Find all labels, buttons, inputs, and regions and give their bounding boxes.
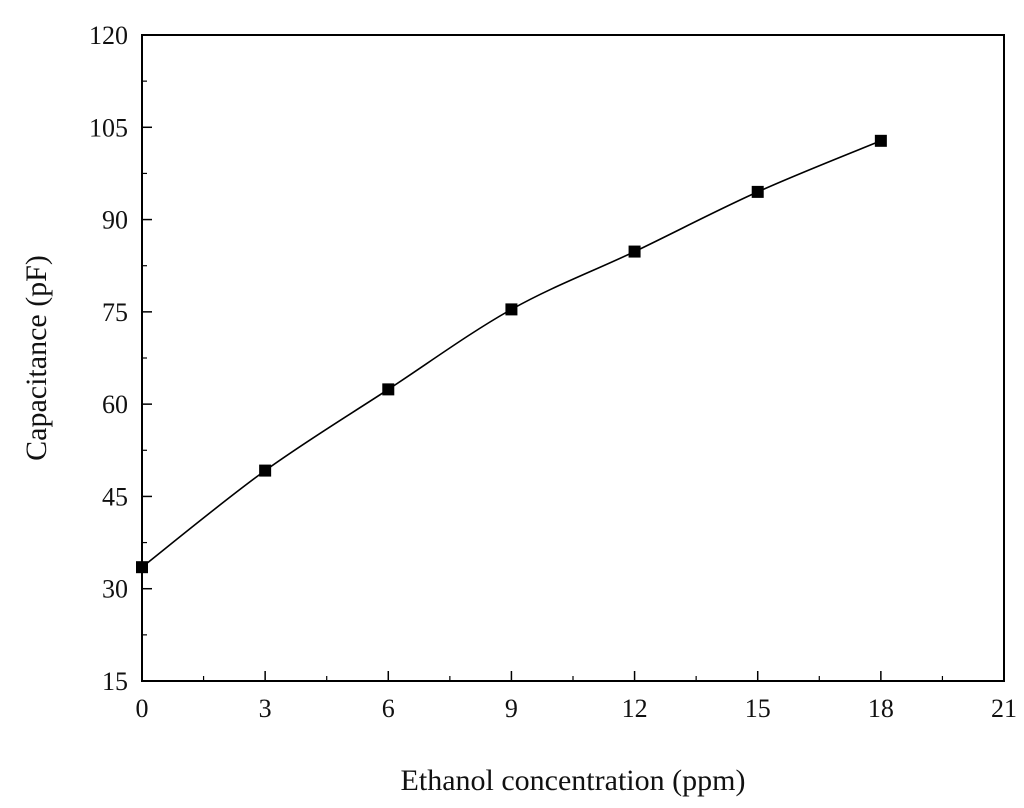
data-point xyxy=(874,134,887,147)
y-tick-label: 105 xyxy=(89,113,128,142)
x-ticks xyxy=(141,671,1005,681)
y-tick-label: 15 xyxy=(102,667,128,696)
y-tick-labels: 15 30 45 60 75 90 105 120 xyxy=(89,21,128,696)
x-tick-labels: 0 3 6 9 12 15 18 21 xyxy=(136,694,1018,723)
fit-curve xyxy=(141,140,882,568)
y-ticks xyxy=(142,34,152,682)
x-tick-label: 15 xyxy=(745,694,771,723)
x-axis-title: Ethanol concentration (ppm) xyxy=(401,764,746,797)
data-markers xyxy=(136,134,887,574)
x-tick-label: 9 xyxy=(505,694,518,723)
y-tick-label: 75 xyxy=(102,298,128,327)
data-point xyxy=(751,185,764,198)
x-tick-label: 21 xyxy=(991,694,1017,723)
data-point xyxy=(505,303,518,316)
x-tick-label: 12 xyxy=(622,694,648,723)
y-tick-label: 45 xyxy=(102,482,128,511)
data-point xyxy=(259,464,272,477)
data-point xyxy=(628,245,641,258)
y-tick-label: 60 xyxy=(102,390,128,419)
plot-frame xyxy=(141,34,1005,682)
y-tick-label: 30 xyxy=(102,575,128,604)
y-axis-title: Capacitance (pF) xyxy=(20,255,53,461)
y-tick-label: 90 xyxy=(102,206,128,235)
x-tick-label: 3 xyxy=(259,694,272,723)
x-tick-label: 0 xyxy=(136,694,149,723)
data-point xyxy=(136,561,148,574)
data-point xyxy=(382,383,395,396)
x-tick-label: 18 xyxy=(868,694,894,723)
x-tick-label: 6 xyxy=(382,694,395,723)
y-tick-label: 120 xyxy=(89,21,128,50)
